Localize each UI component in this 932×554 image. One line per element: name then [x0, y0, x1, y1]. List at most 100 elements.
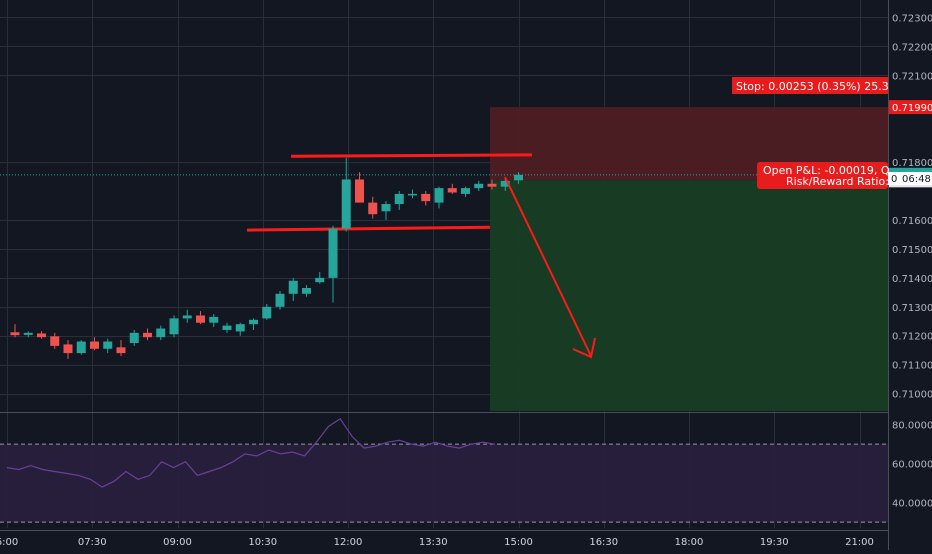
candle: [129, 329, 139, 346]
candle: [408, 189, 417, 199]
position-labels: Stop: 0.00253 (0.35%) 25.3 Open P&L: -0.…: [732, 77, 932, 189]
arrow-shaft[interactable]: [504, 176, 592, 357]
candle: [63, 340, 73, 359]
candle: [421, 191, 431, 206]
time-tick-label: 19:30: [760, 537, 789, 548]
candle: [23, 331, 33, 338]
candle-body: [447, 188, 457, 193]
candle-body: [262, 306, 272, 319]
candle-body: [500, 180, 510, 187]
candle: [275, 290, 285, 310]
price-axis-marker: [889, 100, 932, 115]
candle: [103, 338, 113, 354]
time-tick-label: 6:00: [0, 537, 18, 548]
stop-label: Stop: 0.00253 (0.35%) 25.3: [732, 77, 889, 94]
candle: [487, 179, 497, 190]
down-arrow-drawing[interactable]: [504, 176, 596, 359]
candle: [474, 180, 484, 192]
candle-body: [143, 332, 152, 338]
candle-body: [10, 332, 20, 336]
price-tick-label: 0.71400: [892, 274, 932, 285]
candle-body: [116, 347, 126, 354]
candle-body: [63, 344, 73, 354]
rsi-tick-label: 60.0000: [892, 460, 932, 471]
candle: [394, 191, 404, 210]
candle-body: [394, 193, 404, 205]
time-axis-background: [0, 530, 888, 550]
candle: [368, 196, 378, 219]
price-tick-label: 0.72300: [892, 13, 932, 24]
rsi-band: [0, 444, 888, 523]
price-channel[interactable]: [246, 153, 533, 232]
pnl-label: Open P&L: -0.00019, Q Risk/Reward Ratio:: [757, 162, 890, 189]
candle-body: [182, 315, 192, 319]
take-profit-zone: [490, 180, 888, 411]
candle-body: [196, 315, 205, 323]
price-tick-label: 0.71800: [892, 158, 932, 169]
risk-reward-label-text: Risk/Reward Ratio:: [786, 175, 889, 188]
price-tick-label: 0.72200: [892, 42, 932, 53]
price-axis[interactable]: 0.723000.722000.721000.719900.718000.717…: [888, 0, 932, 550]
candle-body: [434, 188, 444, 203]
candle: [302, 285, 311, 297]
candle-body: [368, 202, 378, 215]
candle-body: [249, 319, 258, 325]
candle-body: [355, 179, 364, 203]
candle: [116, 340, 126, 357]
candle: [143, 328, 152, 341]
candle: [328, 225, 338, 303]
rr-suffix-text: 0: [891, 174, 897, 185]
time-tick-label: 13:30: [419, 537, 448, 548]
price-tick-label: 0.72100: [892, 71, 932, 82]
candle-body: [381, 204, 391, 212]
candle: [434, 186, 444, 209]
time-tick-label: 07:30: [78, 537, 107, 548]
candle: [315, 272, 325, 284]
candle: [500, 178, 510, 192]
candle-body: [156, 328, 166, 338]
candle: [355, 172, 364, 203]
price-tick-label: 0.71500: [892, 245, 932, 256]
candle: [76, 340, 86, 355]
time-axis[interactable]: 6:00 07:30 09:00 10:30 12:00 13:30 15:00 16:30 1…: [0, 530, 888, 550]
candle: [461, 186, 470, 197]
rsi-tick-label: 80.0000: [892, 421, 932, 432]
time-tick-label: 18:00: [675, 537, 704, 548]
time-tick-label: 09:00: [163, 537, 192, 548]
candle-body: [474, 183, 484, 189]
candle: [288, 277, 298, 302]
price-tick-label: 0.71600: [892, 216, 932, 227]
time-tick-label: 21:00: [845, 537, 874, 548]
candle: [196, 311, 205, 325]
candle-body: [209, 316, 219, 323]
candle: [222, 322, 232, 333]
candle-body: [461, 188, 470, 194]
time-tick-label: 15:00: [504, 537, 533, 548]
channel-top-line[interactable]: [290, 153, 533, 158]
candle: [169, 315, 179, 338]
arrow-head[interactable]: [572, 337, 596, 359]
price-tick-label: 0.71300: [892, 303, 932, 314]
channel-bottom-line[interactable]: [246, 225, 491, 232]
candle-body: [421, 193, 431, 202]
countdown-label: 0 06:48: [888, 172, 932, 185]
candle: [182, 309, 192, 323]
candle-body: [37, 333, 46, 338]
candle-body: [235, 324, 245, 332]
countdown-text: 06:48: [902, 174, 931, 185]
candle-body: [514, 174, 523, 181]
pnl-label-text: Open P&L: -0.00019, Q: [763, 164, 890, 177]
candle: [50, 332, 60, 349]
candle-body: [487, 183, 497, 187]
candle-body: [129, 332, 139, 343]
candle: [514, 172, 523, 184]
candle: [156, 325, 166, 341]
candle: [10, 324, 20, 338]
price-tick-label: 0.71990: [892, 103, 932, 114]
rsi-line: [6, 417, 495, 488]
candle-body: [408, 193, 417, 196]
candle-body: [302, 287, 311, 294]
price-tick-label: 0.71200: [892, 332, 932, 343]
